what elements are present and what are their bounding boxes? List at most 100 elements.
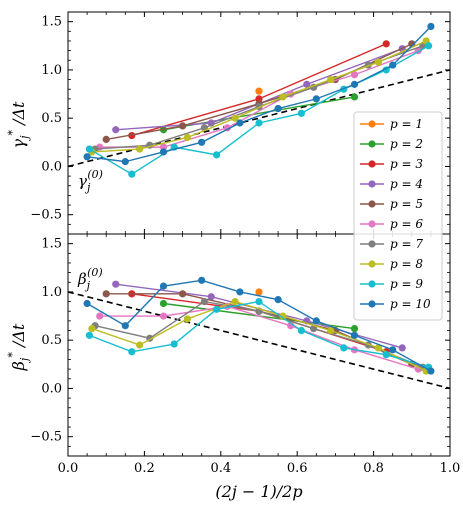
data-point bbox=[136, 145, 144, 153]
legend-swatch-marker bbox=[368, 140, 376, 148]
legend-swatch-marker bbox=[368, 260, 376, 268]
legend-label: p = 10 bbox=[390, 297, 431, 311]
data-point bbox=[350, 331, 359, 339]
series-line bbox=[99, 49, 419, 148]
series-10 bbox=[83, 22, 435, 166]
data-point bbox=[102, 135, 110, 144]
data-point bbox=[85, 145, 93, 153]
bottom-panel: −0.5 0.0 0.5 1.0 1.5 0.0 0.2 0.4 0.6 0.8 1.0 βj(0… bbox=[6, 233, 460, 501]
data-point bbox=[112, 280, 120, 288]
data-point bbox=[112, 126, 120, 134]
data-point bbox=[183, 133, 191, 142]
data-point bbox=[389, 61, 397, 69]
legend-swatch-marker bbox=[368, 120, 376, 128]
data-point bbox=[136, 341, 144, 349]
data-point bbox=[374, 344, 382, 352]
data-point bbox=[255, 288, 263, 296]
data-point bbox=[236, 119, 244, 127]
legend-swatch-marker bbox=[368, 240, 376, 248]
top-y-ticks: −0.5 0.0 0.5 1.0 1.5 bbox=[30, 12, 451, 234]
data-point bbox=[207, 293, 215, 301]
top-panel: −0.5 0.0 0.5 1.0 1.5 γj(0) γj* /Δt bbox=[6, 11, 451, 235]
legend-label: p = 4 bbox=[390, 177, 423, 191]
y-tick-label: 1.5 bbox=[41, 15, 62, 30]
data-point bbox=[159, 299, 168, 308]
series-line bbox=[99, 305, 419, 370]
legend-swatch-marker bbox=[368, 280, 376, 288]
y-tick-label: 0.5 bbox=[41, 333, 62, 348]
data-point bbox=[427, 367, 435, 375]
data-point bbox=[255, 119, 263, 127]
legend-entry: p = 6 bbox=[360, 217, 423, 231]
series-1 bbox=[255, 87, 263, 95]
data-point bbox=[350, 80, 359, 88]
bottom-series-group bbox=[83, 276, 435, 375]
series-line bbox=[86, 279, 432, 372]
data-point bbox=[279, 312, 287, 320]
legend-swatch-marker bbox=[368, 180, 376, 188]
data-point bbox=[212, 305, 221, 313]
data-point bbox=[83, 299, 91, 308]
y-tick-label: 0.0 bbox=[41, 381, 62, 396]
legend-entry: p = 8 bbox=[360, 257, 423, 271]
top-y-axis-label: γj* /Δt bbox=[6, 101, 31, 149]
data-point bbox=[128, 170, 136, 178]
data-point bbox=[183, 315, 191, 323]
data-point bbox=[159, 148, 168, 156]
data-point bbox=[102, 290, 110, 298]
data-point bbox=[297, 326, 306, 335]
data-point bbox=[398, 344, 406, 352]
data-point bbox=[350, 71, 359, 79]
data-point bbox=[212, 151, 221, 159]
data-point bbox=[389, 346, 397, 354]
data-point bbox=[340, 344, 348, 352]
data-point bbox=[279, 93, 287, 101]
series-line bbox=[91, 300, 427, 372]
top-series-group bbox=[83, 22, 435, 178]
legend-swatch-marker bbox=[368, 200, 376, 208]
legend-entry: p = 7 bbox=[360, 237, 423, 251]
series-line bbox=[87, 25, 432, 163]
data-point bbox=[303, 80, 311, 88]
x-axis-label: (2j − 1)/2p bbox=[215, 482, 302, 501]
legend-items: p = 1 p = 2 p = 3 p = 4 p = 5 p = 6 p = 7 p = 8… bbox=[360, 117, 431, 311]
data-point bbox=[297, 109, 306, 117]
legend-swatch-marker bbox=[368, 300, 376, 308]
bottom-y-axis-label: βj* /Δt bbox=[6, 323, 31, 371]
dashed-reference-line bbox=[67, 291, 451, 390]
data-point bbox=[312, 95, 320, 103]
data-point bbox=[350, 93, 359, 101]
data-point bbox=[425, 42, 433, 50]
series-6 bbox=[96, 302, 422, 373]
gamma-zero-annotation: γj(0) bbox=[78, 168, 103, 194]
legend-label: p = 8 bbox=[390, 257, 423, 271]
data-point bbox=[327, 75, 335, 84]
x-tick-label: 0.4 bbox=[210, 461, 231, 476]
legend-entry: p = 4 bbox=[360, 177, 423, 191]
x-tick-label: 0.8 bbox=[363, 461, 384, 476]
y-tick-label: 1.5 bbox=[41, 237, 62, 252]
y-tick-label: −0.5 bbox=[30, 208, 62, 223]
legend-entry: p = 3 bbox=[360, 157, 423, 171]
data-point bbox=[121, 322, 129, 330]
series-9 bbox=[85, 297, 433, 371]
data-point bbox=[85, 331, 93, 339]
series-8 bbox=[88, 297, 430, 375]
series-9 bbox=[85, 42, 433, 178]
data-point bbox=[427, 22, 435, 31]
data-point bbox=[374, 58, 382, 66]
data-point bbox=[159, 312, 168, 320]
data-point bbox=[382, 40, 390, 48]
legend-label: p = 1 bbox=[390, 117, 423, 131]
legend-label: p = 2 bbox=[390, 137, 423, 151]
dashed-reference-line bbox=[67, 69, 451, 168]
data-point bbox=[274, 296, 282, 304]
legend-entry: p = 2 bbox=[360, 137, 423, 151]
legend-label: p = 5 bbox=[390, 197, 423, 211]
legend-entry: p = 5 bbox=[360, 197, 423, 211]
series-10 bbox=[83, 276, 435, 375]
data-point bbox=[200, 297, 208, 306]
legend-label: p = 7 bbox=[390, 237, 423, 251]
data-point bbox=[179, 122, 187, 130]
